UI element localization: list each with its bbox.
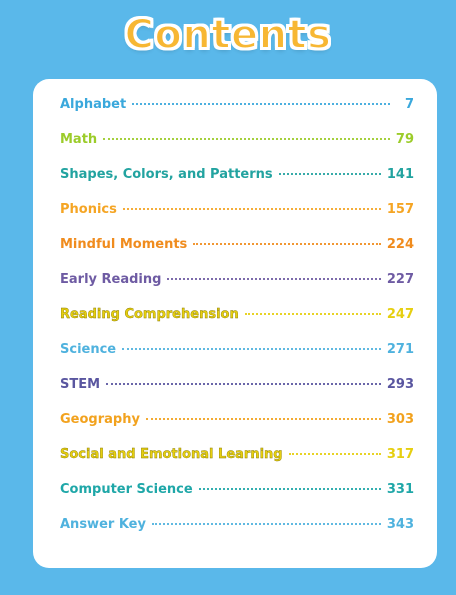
toc-entry-page: 247 xyxy=(386,307,414,322)
toc-entry-answer-key[interactable]: Answer Key 343 xyxy=(60,517,414,552)
dot-leader xyxy=(167,278,381,280)
toc-entry-page: 331 xyxy=(386,482,414,497)
toc-entry-social-emotional-learning[interactable]: Social and Emotional Learning 317 xyxy=(60,447,414,482)
toc-entry-label: Reading Comprehension xyxy=(60,307,239,322)
dot-leader xyxy=(278,173,381,175)
dot-leader xyxy=(151,523,381,525)
toc-entry-label: Science xyxy=(60,342,117,357)
toc-entry-page: 271 xyxy=(386,342,414,357)
toc-entry-label: Alphabet xyxy=(60,97,127,112)
toc-entry-early-reading[interactable]: Early Reading 227 xyxy=(60,272,414,307)
toc-entry-page: 293 xyxy=(386,377,414,392)
toc-entry-label: Answer Key xyxy=(60,517,146,532)
toc-entry-page: 317 xyxy=(386,447,414,462)
dot-leader xyxy=(288,453,381,455)
toc-entry-page: 79 xyxy=(395,132,414,147)
toc-entry-page: 224 xyxy=(386,237,414,252)
dot-leader xyxy=(122,348,381,350)
page-title: Contents xyxy=(124,11,332,59)
toc-entry-page: 303 xyxy=(386,412,414,427)
toc-entry-alphabet[interactable]: Alphabet 7 xyxy=(60,97,414,132)
dot-leader xyxy=(106,383,381,385)
table-of-contents: Alphabet 7 Math 79 Shapes, Colors, and P… xyxy=(60,97,414,552)
toc-entry-label: STEM xyxy=(60,377,101,392)
dot-leader xyxy=(244,313,381,315)
toc-entry-phonics[interactable]: Phonics 157 xyxy=(60,202,414,237)
contents-card: Alphabet 7 Math 79 Shapes, Colors, and P… xyxy=(33,79,437,568)
toc-entry-geography[interactable]: Geography 303 xyxy=(60,412,414,447)
toc-entry-mindful-moments[interactable]: Mindful Moments 224 xyxy=(60,237,414,272)
toc-entry-page: 7 xyxy=(404,97,414,112)
toc-entry-shapes-colors-patterns[interactable]: Shapes, Colors, and Patterns 141 xyxy=(60,167,414,202)
toc-entry-page: 141 xyxy=(386,167,414,182)
toc-entry-label: Shapes, Colors, and Patterns xyxy=(60,167,273,182)
toc-entry-label: Computer Science xyxy=(60,482,193,497)
toc-entry-label: Social and Emotional Learning xyxy=(60,447,283,462)
dot-leader xyxy=(198,488,381,490)
dot-leader xyxy=(193,243,381,245)
toc-entry-reading-comprehension[interactable]: Reading Comprehension 247 xyxy=(60,307,414,342)
toc-entry-page: 227 xyxy=(386,272,414,287)
toc-entry-math[interactable]: Math 79 xyxy=(60,132,414,167)
toc-entry-science[interactable]: Science 271 xyxy=(60,342,414,377)
dot-leader xyxy=(122,208,381,210)
toc-entry-label: Phonics xyxy=(60,202,117,217)
toc-entry-page: 343 xyxy=(386,517,414,532)
toc-entry-label: Math xyxy=(60,132,98,147)
toc-entry-label: Early Reading xyxy=(60,272,162,287)
dot-leader xyxy=(132,103,390,105)
toc-entry-page: 157 xyxy=(386,202,414,217)
toc-entry-label: Mindful Moments xyxy=(60,237,188,252)
dot-leader xyxy=(103,138,390,140)
dot-leader xyxy=(145,418,381,420)
toc-entry-label: Geography xyxy=(60,412,140,427)
toc-entry-computer-science[interactable]: Computer Science 331 xyxy=(60,482,414,517)
toc-entry-stem[interactable]: STEM 293 xyxy=(60,377,414,412)
